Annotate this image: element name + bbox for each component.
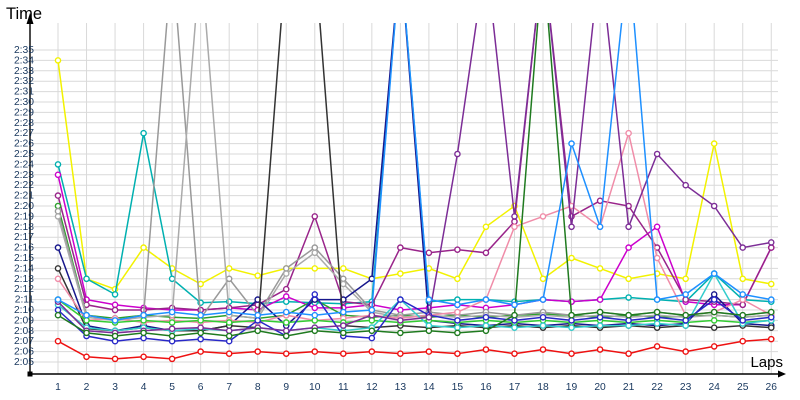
svg-text:2:23: 2:23 — [14, 170, 34, 181]
svg-text:2:20: 2:20 — [14, 201, 34, 212]
svg-text:9: 9 — [283, 382, 289, 393]
svg-text:Laps: Laps — [750, 354, 783, 371]
svg-text:2:28: 2:28 — [14, 118, 34, 129]
svg-text:23: 23 — [680, 382, 692, 393]
svg-text:2:08: 2:08 — [14, 326, 34, 337]
svg-text:2:16: 2:16 — [14, 243, 34, 254]
svg-text:2:34: 2:34 — [14, 55, 34, 66]
svg-text:8: 8 — [255, 382, 261, 393]
svg-text:2:25: 2:25 — [14, 149, 34, 160]
svg-text:2:35: 2:35 — [14, 45, 34, 56]
svg-text:Time: Time — [6, 5, 42, 23]
svg-text:2:19: 2:19 — [14, 211, 34, 222]
svg-text:2:07: 2:07 — [14, 336, 34, 347]
svg-text:2:06: 2:06 — [14, 347, 34, 358]
svg-text:2:09: 2:09 — [14, 315, 34, 326]
svg-text:12: 12 — [366, 382, 378, 393]
svg-text:2:15: 2:15 — [14, 253, 34, 264]
svg-text:2:30: 2:30 — [14, 97, 34, 108]
svg-text:2:10: 2:10 — [14, 305, 34, 316]
svg-text:2:13: 2:13 — [14, 274, 34, 285]
svg-text:19: 19 — [566, 382, 578, 393]
svg-text:18: 18 — [537, 382, 549, 393]
svg-text:2:29: 2:29 — [14, 107, 34, 118]
svg-text:2: 2 — [84, 382, 90, 393]
svg-text:25: 25 — [737, 382, 749, 393]
svg-text:1: 1 — [55, 382, 61, 393]
svg-text:20: 20 — [594, 382, 606, 393]
svg-text:16: 16 — [480, 382, 492, 393]
svg-text:2:21: 2:21 — [14, 191, 34, 202]
svg-text:2:32: 2:32 — [14, 76, 34, 87]
svg-text:10: 10 — [309, 382, 321, 393]
svg-text:22: 22 — [651, 382, 663, 393]
svg-text:2:27: 2:27 — [14, 128, 34, 139]
svg-text:2:31: 2:31 — [14, 87, 34, 98]
svg-text:21: 21 — [623, 382, 635, 393]
svg-text:5: 5 — [169, 382, 175, 393]
svg-text:3: 3 — [112, 382, 118, 393]
svg-text:13: 13 — [395, 382, 407, 393]
svg-text:17: 17 — [509, 382, 521, 393]
svg-text:11: 11 — [338, 382, 349, 393]
svg-text:2:22: 2:22 — [14, 180, 34, 191]
svg-text:2:12: 2:12 — [14, 284, 34, 295]
svg-text:2:18: 2:18 — [14, 222, 34, 233]
svg-text:24: 24 — [708, 382, 720, 393]
svg-text:2:24: 2:24 — [14, 159, 34, 170]
svg-text:2:26: 2:26 — [14, 139, 34, 150]
svg-text:7: 7 — [226, 382, 232, 393]
svg-text:4: 4 — [141, 382, 147, 393]
svg-text:2:05: 2:05 — [14, 357, 34, 368]
svg-text:15: 15 — [452, 382, 464, 393]
svg-text:6: 6 — [198, 382, 204, 393]
svg-text:14: 14 — [423, 382, 435, 393]
svg-text:2:33: 2:33 — [14, 66, 34, 77]
svg-text:2:14: 2:14 — [14, 263, 34, 274]
svg-text:2:11: 2:11 — [15, 295, 35, 306]
svg-text:26: 26 — [766, 382, 778, 393]
svg-text:2:17: 2:17 — [14, 232, 34, 243]
